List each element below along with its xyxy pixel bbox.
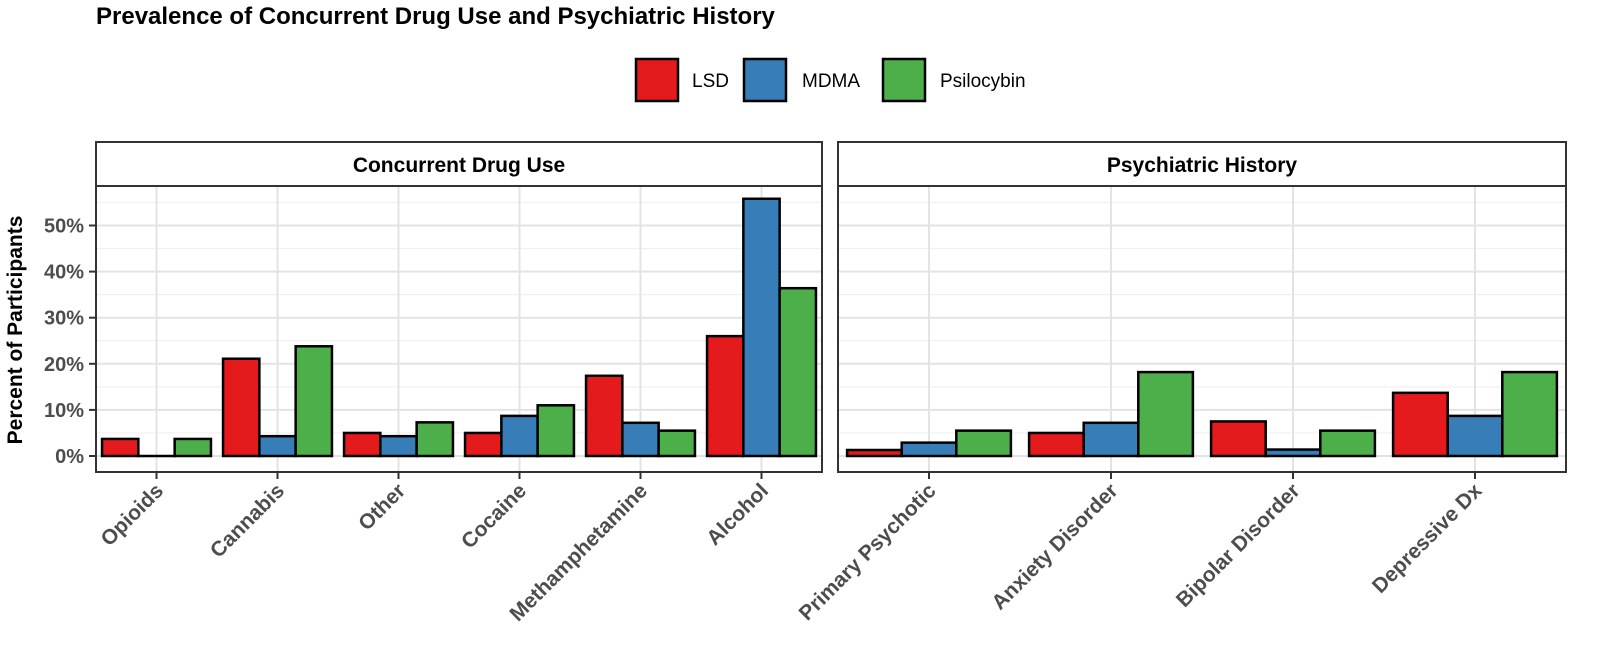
strip-label-psychiatric-history: Psychiatric History — [1107, 154, 1298, 177]
y-tick-label: 50% — [44, 216, 84, 238]
chart-title: Prevalence of Concurrent Drug Use and Ps… — [96, 3, 776, 30]
bar-primary-psychotic-mdma — [900, 441, 958, 458]
panel-border — [95, 185, 823, 473]
strip-concurrent-drug-use — [95, 141, 823, 187]
panel-border — [837, 185, 1567, 473]
x-tick-label-cocaine: Cocaine — [457, 479, 531, 553]
bar-bipolar-disorder-psilocybin — [1319, 429, 1377, 458]
bar-anxiety-disorder-lsd — [1027, 431, 1085, 458]
legend-key-mdma — [742, 57, 788, 103]
bar-methamphetamine-mdma — [621, 421, 660, 458]
strip-label-concurrent-drug-use: Concurrent Drug Use — [353, 154, 565, 177]
bar-alcohol-psilocybin — [778, 286, 818, 458]
facet-panels: Concurrent Drug Use Opioids Cannabis Other C… — [44, 141, 1567, 626]
panel-psychiatric-history: Psychiatric History Primary Psychotic Anxi… — [795, 141, 1567, 625]
bar-other-mdma — [379, 434, 418, 458]
legend: LSD MDMA Psilocybin — [634, 57, 1026, 103]
x-tick-label-depressive-dx: Depressive Dx — [1368, 479, 1487, 598]
bar-cannabis-mdma — [258, 434, 297, 458]
x-tick-label-primary-psychotic: Primary Psychotic — [795, 479, 941, 625]
bar-cocaine-mdma — [500, 414, 539, 458]
bar-cocaine-psilocybin — [536, 404, 576, 458]
bar-other-lsd — [342, 431, 382, 458]
bar-other-psilocybin — [415, 421, 455, 458]
bar-methamphetamine-psilocybin — [657, 429, 697, 458]
y-tick-label: 10% — [44, 400, 84, 422]
bar-anxiety-disorder-psilocybin — [1137, 370, 1195, 458]
bar-opioids-lsd — [100, 437, 140, 458]
x-tick-label-other: Other — [354, 479, 410, 535]
x-tick-label-methamphetamine: Methamphetamine — [505, 479, 652, 626]
y-tick-label: 20% — [44, 354, 84, 376]
bar-bipolar-disorder-lsd — [1209, 420, 1267, 458]
bar-alcohol-lsd — [705, 334, 745, 458]
y-tick-label: 0% — [55, 446, 84, 468]
bar-depressive-dx-lsd — [1391, 391, 1449, 458]
legend-key-lsd — [634, 57, 680, 103]
legend-label-lsd: LSD — [692, 71, 729, 92]
y-tick-label: 30% — [44, 308, 84, 330]
bar-depressive-dx-mdma — [1446, 414, 1504, 458]
bar-anxiety-disorder-mdma — [1082, 421, 1140, 458]
y-tick-label: 40% — [44, 262, 84, 284]
x-tick-label-cannabis: Cannabis — [206, 479, 289, 562]
bar-cannabis-psilocybin — [294, 345, 334, 458]
bar-bipolar-disorder-mdma — [1264, 448, 1322, 458]
strip-psychiatric-history — [837, 141, 1567, 187]
bar-primary-psychotic-psilocybin — [955, 429, 1013, 458]
bar-depressive-dx-psilocybin — [1501, 370, 1559, 458]
bar-primary-psychotic-lsd — [845, 448, 903, 458]
bar-cocaine-lsd — [463, 431, 503, 458]
legend-label-mdma: MDMA — [802, 71, 860, 92]
panel-concurrent-drug-use: Concurrent Drug Use Opioids Cannabis Other C… — [44, 141, 823, 626]
bar-methamphetamine-lsd — [584, 374, 624, 458]
x-tick-label-anxiety-disorder: Anxiety Disorder — [987, 479, 1122, 614]
x-tick-label-alcohol: Alcohol — [702, 479, 773, 550]
panel-background — [96, 186, 822, 472]
bar-opioids-psilocybin — [173, 437, 213, 458]
legend-key-psilocybin — [881, 57, 927, 103]
x-tick-label-opioids: Opioids — [96, 479, 168, 551]
legend-label-psilocybin: Psilocybin — [940, 71, 1026, 92]
bar-cannabis-lsd — [221, 357, 261, 458]
x-tick-label-bipolar-disorder: Bipolar Disorder — [1172, 479, 1305, 612]
bar-alcohol-mdma — [742, 197, 781, 458]
y-axis-label: Percent of Participants — [4, 216, 27, 445]
